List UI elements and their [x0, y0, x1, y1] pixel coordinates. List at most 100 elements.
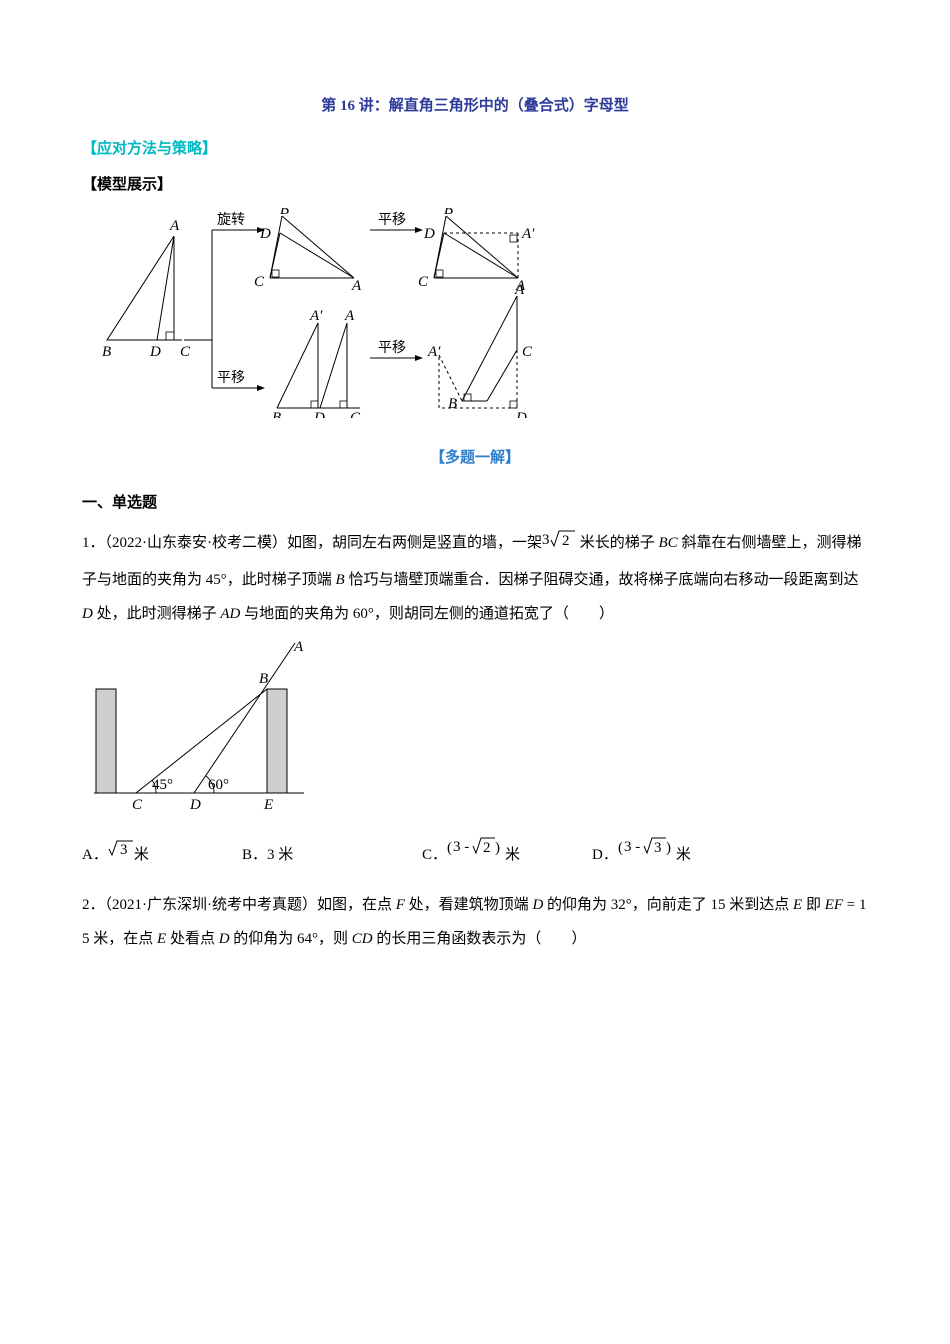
arrow-translate: 平移 [217, 370, 245, 386]
label-D: D [313, 410, 325, 418]
opt-A-unit: 米 [134, 843, 149, 864]
p1-bc: BC [659, 535, 678, 551]
model-diagram: A B D C 旋转 平移 B D C A 平移 [102, 208, 540, 418]
label-B: B [102, 344, 111, 360]
p2-d: D [532, 897, 543, 913]
label-C: C [350, 410, 361, 418]
bracket: 【 [82, 141, 97, 157]
opt-D-expr: ( 3 - 3 ) [618, 835, 676, 864]
svg-text:2: 2 [562, 533, 570, 549]
p2-text: 即 [802, 897, 825, 913]
svg-text:3: 3 [120, 842, 128, 858]
p1-sqrt: 32 [542, 528, 576, 563]
p2-text: 的仰角为 64°，则 [230, 931, 352, 947]
p2-text: 的仰角为 32°，向前走了 15 米到达点 [543, 897, 793, 913]
bracket: 】 [157, 177, 172, 193]
p1-prefix: 1．（2022·山东泰安·校考二模）如图，胡同左右两侧是竖直的墙，一架 [82, 535, 542, 551]
bracket: 【 [430, 450, 445, 466]
option-D: D． ( 3 - 3 ) 米 [592, 835, 691, 864]
p1-b: B [336, 572, 345, 588]
label-B: B [448, 396, 457, 412]
label-D: D [423, 226, 435, 242]
label-C: C [254, 274, 265, 290]
bracket: 】 [505, 450, 520, 466]
option-B: B． 3 米 [242, 843, 422, 864]
svg-text:(: ( [618, 840, 623, 856]
p1-ad: AD [220, 606, 240, 622]
ladder-diagram: 45° 60° C D E B A [94, 639, 304, 819]
p2-cd: CD [352, 931, 373, 947]
problem-1-options: A． 3 米 B． 3 米 C． ( 3 - 2 ) 米 D． ( 3 - 3 [82, 835, 868, 864]
p2-text: 处看点 [166, 931, 219, 947]
svg-text:(: ( [447, 840, 452, 856]
p1-text: 与地面的夹角为 60°，则胡同左侧的通道拓宽了（ ） [240, 606, 614, 622]
opt-C-unit: 米 [505, 843, 520, 864]
svg-text:): ) [495, 840, 500, 856]
p2-d2: D [219, 931, 230, 947]
opt-B-label: B． [242, 843, 267, 864]
svg-text:3 -: 3 - [453, 839, 469, 855]
label-D: D [515, 410, 527, 418]
p2-f: F [396, 897, 405, 913]
opt-A-label: A． [82, 843, 108, 864]
option-A: A． 3 米 [82, 839, 242, 864]
p2-text: 米，在点 [90, 931, 158, 947]
angle-60: 60° [208, 777, 229, 793]
multi-text: 多题一解 [445, 450, 505, 466]
label-E: E [263, 797, 273, 813]
label-A: A [169, 218, 180, 234]
p2-e: E [793, 897, 802, 913]
opt-D-label: D． [592, 843, 618, 864]
strategy-heading: 【应对方法与策略】 [82, 137, 868, 163]
label-B: B [272, 410, 281, 418]
p2-text: 的长用三角函数表示为（ ） [373, 931, 587, 947]
option-C: C． ( 3 - 2 ) 米 [422, 835, 592, 864]
p1-text: 恰巧与墙壁顶端重合．因梯子阻碍交通，故将梯子底端向右移动一段距离到达 [345, 572, 859, 588]
opt-C-expr: ( 3 - 2 ) [447, 835, 505, 864]
problem-1: 1．（2022·山东泰安·校考二模）如图，胡同左右两侧是竖直的墙，一架32 米长… [82, 526, 868, 631]
p1-text: 米长的梯子 [576, 535, 659, 551]
svg-text:): ) [666, 840, 671, 856]
section-1-heading: 一、单选题 [82, 491, 868, 512]
label-A: A [293, 639, 304, 655]
opt-C-label: C． [422, 843, 447, 864]
label-A: A [344, 308, 355, 324]
label-C: C [180, 344, 191, 360]
angle-45: 45° [152, 777, 173, 793]
p1-text: 处，此时测得梯子 [93, 606, 221, 622]
problem-2: 2．（2021·广东深圳·统考中考真题）如图，在点 F 处，看建筑物顶端 D 的… [82, 888, 868, 956]
svg-text:3: 3 [654, 840, 662, 856]
label-B: B [280, 208, 289, 218]
bracket: 【 [82, 177, 97, 193]
p2-ef: EF [825, 897, 843, 913]
svg-text:2: 2 [483, 840, 491, 856]
label-A: A [514, 282, 525, 298]
strategy-text: 应对方法与策略 [97, 141, 202, 157]
p1-d: D [82, 606, 93, 622]
label-C: C [132, 797, 143, 813]
label-A: A [351, 278, 362, 294]
svg-text:3 -: 3 - [624, 839, 640, 855]
p2-e2: E [157, 931, 166, 947]
arrow-rotate: 旋转 [217, 212, 245, 228]
multi-solve-heading: 【多题一解】 [82, 446, 868, 467]
label-Ap: A′ [521, 226, 535, 242]
arrow-translate2: 平移 [378, 212, 406, 228]
model-text: 模型展示 [97, 177, 157, 193]
svg-text:3: 3 [542, 532, 550, 548]
label-D: D [149, 344, 161, 360]
bracket: 】 [202, 141, 217, 157]
label-Ap: A′ [427, 344, 441, 360]
label-C: C [418, 274, 429, 290]
label-D: D [189, 797, 201, 813]
opt-B-val: 3 米 [267, 843, 293, 864]
label-C: C [522, 344, 533, 360]
label-Ap: A′ [309, 308, 323, 324]
label-D: D [259, 226, 271, 242]
label-B: B [444, 208, 453, 218]
p2-text: 处，看建筑物顶端 [405, 897, 533, 913]
model-heading: 【模型展示】 [82, 173, 868, 199]
label-B: B [259, 671, 268, 687]
arrow-translate3: 平移 [378, 340, 406, 356]
page-title: 第 16 讲：解直角三角形中的（叠合式）字母型 [82, 94, 868, 115]
